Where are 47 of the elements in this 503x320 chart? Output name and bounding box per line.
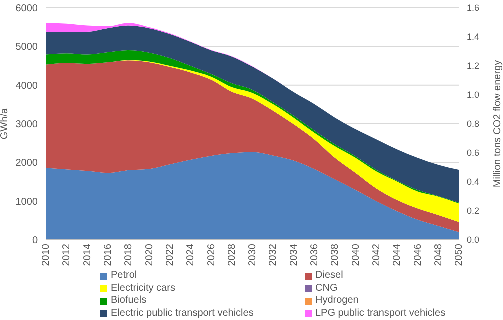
legend-label: CNG — [316, 282, 338, 295]
y-tick-label: 5000 — [16, 42, 38, 54]
x-tick-label: 2046 — [412, 244, 424, 266]
y-tick-label: 4000 — [16, 80, 38, 92]
y2-tick-label: 0.2 — [467, 206, 480, 216]
y-axis-title: GWh/a — [0, 108, 11, 140]
y-tick-label: 0 — [32, 236, 38, 247]
x-tick-label: 2018 — [124, 244, 135, 266]
x-tick-label: 2038 — [330, 244, 342, 266]
x-tick-label: 2022 — [165, 244, 176, 266]
x-tick-label: 2028 — [226, 244, 238, 266]
x-tick-label: 2044 — [392, 244, 404, 266]
y2-tick-label: 0.4 — [467, 177, 480, 188]
y-tick-label: 2000 — [16, 158, 38, 170]
x-tick-label: 2014 — [82, 244, 94, 266]
x-tick-label: 2048 — [433, 244, 444, 266]
legend-label: Biofuels — [111, 295, 147, 308]
x-tick-label: 2042 — [372, 244, 382, 266]
y2-tick-label: 0.0 — [467, 235, 480, 246]
x-tick-label: 2040 — [350, 244, 362, 266]
y2-tick-label: 0.8 — [467, 119, 480, 130]
x-tick-label: 2032 — [268, 244, 280, 266]
x-tick-label: 2024 — [186, 244, 197, 266]
y-tick-label: 6000 — [16, 4, 38, 15]
x-tick-label: 2010 — [41, 244, 52, 266]
y2-tick-label: 1.2 — [467, 61, 480, 72]
legend-label: Electricity cars — [111, 282, 176, 295]
x-tick-label: 2050 — [454, 244, 466, 266]
legend-label: Petrol — [111, 270, 138, 282]
y2-tick-label: 1.4 — [467, 32, 480, 42]
x-tick-label: 2030 — [248, 244, 259, 266]
y2-tick-label: 1.0 — [467, 90, 480, 100]
x-tick-label: 2034 — [288, 244, 300, 266]
y2-tick-label: 1.6 — [467, 3, 480, 14]
legend-label: LPG public transport vehicles — [316, 308, 446, 320]
x-tick-label: 2036 — [310, 244, 321, 266]
y2-axis-title: Million tons CO2 flow energy — [492, 60, 503, 188]
y-tick-label: 3000 — [16, 120, 38, 131]
y2-tick-label: 0.6 — [467, 148, 480, 158]
x-tick-label: 2012 — [62, 244, 73, 266]
legend-label: Diesel — [316, 270, 344, 282]
legend-label: Electric public transport vehicles — [111, 308, 254, 320]
x-tick-label: 2026 — [206, 244, 218, 266]
legend-label: Hydrogen — [316, 295, 359, 308]
y-tick-label: 1000 — [16, 196, 38, 208]
x-tick-label: 2016 — [103, 244, 114, 266]
x-tick-label: 2020 — [144, 244, 156, 266]
